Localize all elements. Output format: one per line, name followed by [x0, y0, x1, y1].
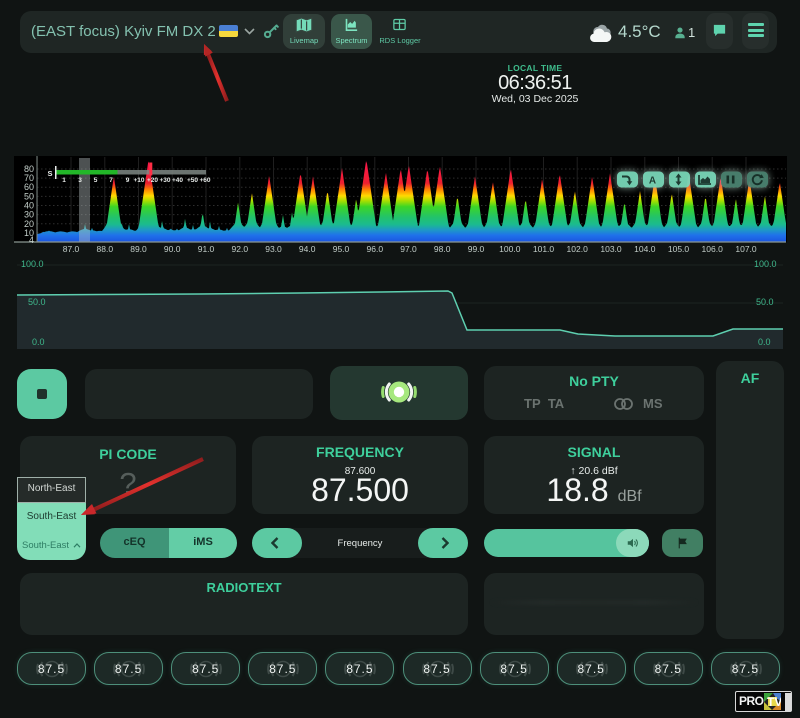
- svg-text:+30: +30: [159, 177, 170, 184]
- svg-text:88.0: 88.0: [97, 244, 114, 254]
- svg-text:87.0: 87.0: [63, 244, 80, 254]
- svg-text:97.0: 97.0: [400, 244, 417, 254]
- svg-text:80: 80: [24, 164, 34, 174]
- svg-text:89.0: 89.0: [130, 244, 147, 254]
- svg-text:S: S: [47, 169, 52, 178]
- svg-text:0.0: 0.0: [758, 337, 771, 347]
- svg-text:95.0: 95.0: [333, 244, 350, 254]
- svg-text:70: 70: [24, 173, 34, 183]
- svg-text:60: 60: [24, 182, 34, 192]
- svg-text:107.0: 107.0: [735, 244, 757, 254]
- svg-text:10: 10: [24, 228, 34, 238]
- svg-text:91.0: 91.0: [198, 244, 215, 254]
- svg-text:94.0: 94.0: [299, 244, 316, 254]
- svg-text:90.0: 90.0: [164, 244, 181, 254]
- svg-text:92.0: 92.0: [232, 244, 249, 254]
- svg-text:4: 4: [29, 235, 34, 245]
- svg-text:105.0: 105.0: [668, 244, 690, 254]
- svg-text:100.0: 100.0: [21, 259, 44, 269]
- svg-text:106.0: 106.0: [702, 244, 724, 254]
- svg-text:98.0: 98.0: [434, 244, 451, 254]
- svg-text:20: 20: [24, 219, 34, 229]
- svg-text:A: A: [649, 176, 656, 187]
- svg-text:+20: +20: [147, 177, 158, 184]
- svg-text:+50: +50: [187, 177, 198, 184]
- svg-text:3: 3: [78, 177, 82, 184]
- svg-text:0.0: 0.0: [32, 337, 45, 347]
- svg-text:7: 7: [109, 177, 113, 184]
- svg-text:101.0: 101.0: [533, 244, 555, 254]
- svg-text:93.0: 93.0: [265, 244, 282, 254]
- svg-text:5: 5: [94, 177, 98, 184]
- svg-text:9: 9: [126, 177, 130, 184]
- svg-text:50: 50: [24, 191, 34, 201]
- svg-text:+10: +10: [133, 177, 144, 184]
- svg-text:50.0: 50.0: [28, 297, 46, 307]
- svg-text:50.0: 50.0: [756, 297, 774, 307]
- svg-text:TV: TV: [767, 695, 781, 709]
- svg-text:100.0: 100.0: [499, 244, 521, 254]
- svg-text:100.0: 100.0: [754, 259, 777, 269]
- svg-text:30: 30: [24, 210, 34, 220]
- svg-text:40: 40: [24, 201, 34, 211]
- svg-text:103.0: 103.0: [600, 244, 622, 254]
- svg-text:99.0: 99.0: [468, 244, 485, 254]
- svg-text:104.0: 104.0: [634, 244, 656, 254]
- svg-text:102.0: 102.0: [567, 244, 589, 254]
- svg-text:1: 1: [62, 177, 66, 184]
- svg-text:+40: +40: [172, 177, 183, 184]
- svg-text:+60: +60: [199, 177, 210, 184]
- svg-text:96.0: 96.0: [367, 244, 384, 254]
